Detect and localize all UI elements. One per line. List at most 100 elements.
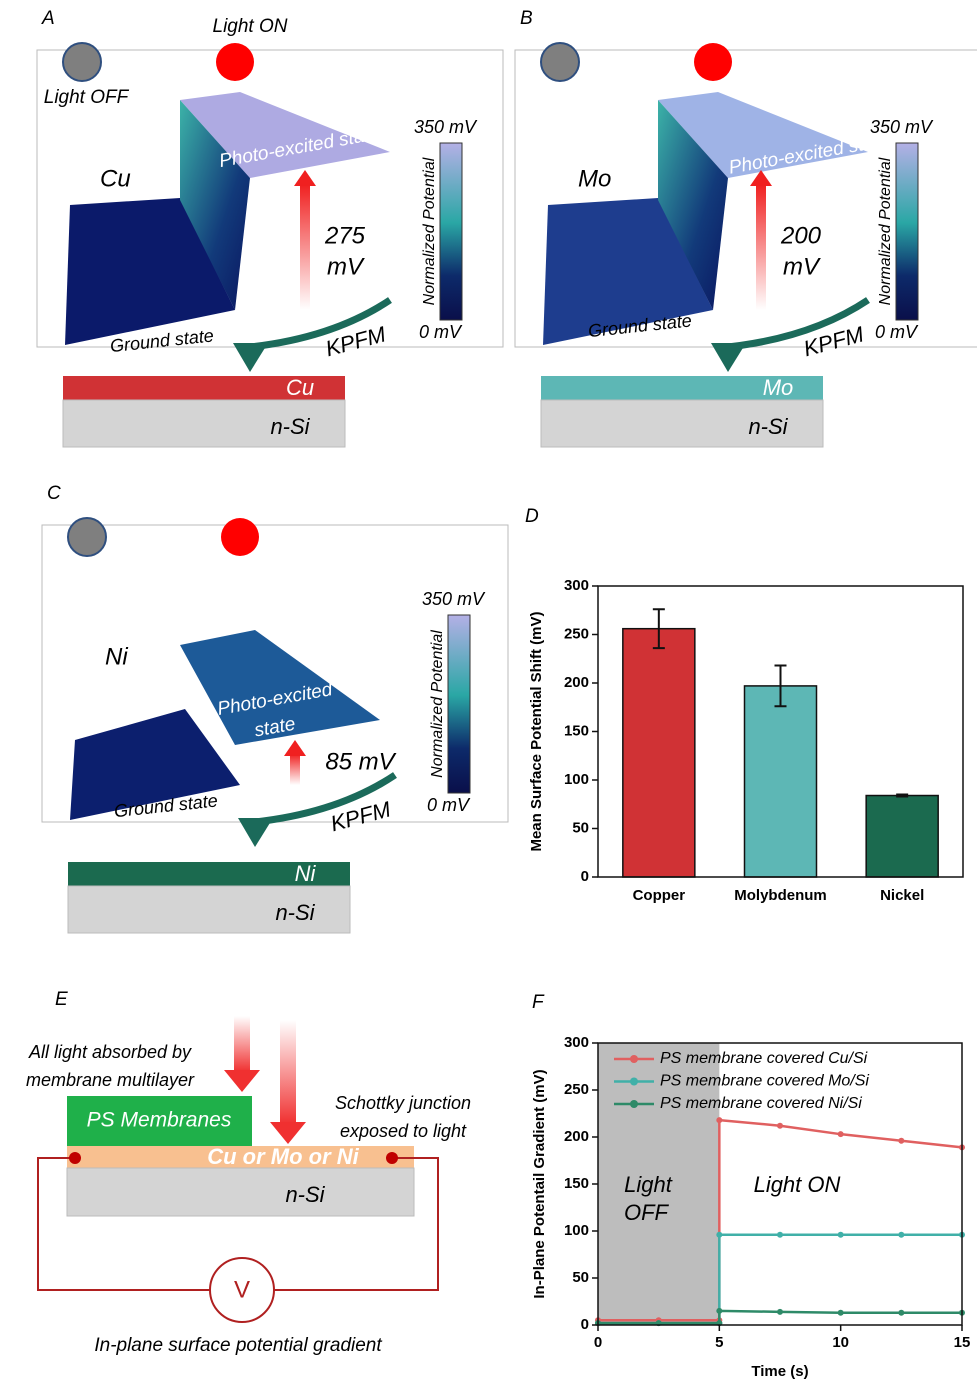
annotation: OFF — [624, 1200, 670, 1225]
legend-label: PS membrane covered Cu/Si — [660, 1050, 868, 1067]
y-tick-label: 200 — [564, 1128, 589, 1145]
y-tick-label: 300 — [564, 577, 589, 594]
light-beam — [280, 1020, 296, 1124]
shift-label: mV — [783, 253, 821, 280]
metal-label: Cu — [100, 165, 131, 192]
panel-label: F — [532, 992, 545, 1013]
substrate-layer — [67, 1168, 414, 1216]
y-tick-label: 100 — [564, 771, 589, 788]
y-tick-label: 100 — [564, 1222, 589, 1239]
colorbar — [896, 143, 918, 320]
x-tick-label: 15 — [954, 1334, 971, 1351]
kpfm-tip — [711, 343, 746, 372]
light-on-dot — [694, 43, 732, 81]
contact — [69, 1152, 81, 1164]
colorbar-title: Normalized Potential — [421, 157, 438, 305]
shift-label: 85 mV — [325, 748, 396, 775]
colorbar-min: 0 mV — [427, 795, 471, 815]
y-tick-label: 200 — [564, 674, 589, 691]
layer-substrate: n-Si — [275, 900, 315, 925]
metal-label: Mo — [578, 165, 611, 192]
colorbar-max: 350 mV — [414, 117, 478, 137]
y-tick-label: 250 — [564, 625, 589, 642]
y-tick-label: 0 — [581, 868, 589, 885]
light-off-dot — [68, 518, 106, 556]
panel-label: E — [55, 989, 68, 1010]
colorbar-title: Normalized Potential — [429, 630, 446, 778]
membrane-label: PS Membranes — [87, 1109, 232, 1132]
data-point — [716, 1117, 722, 1123]
voltmeter-label: V — [234, 1276, 250, 1303]
light-on-dot — [216, 43, 254, 81]
annotation: Light — [624, 1172, 673, 1197]
shift-label: 200 — [780, 222, 822, 249]
panel-label: C — [47, 483, 61, 504]
bar — [623, 629, 695, 877]
x-tick-label: 0 — [594, 1334, 602, 1351]
excitation-arrow — [290, 754, 300, 785]
layer-metal: Cu — [286, 375, 314, 400]
light-beam-head — [270, 1122, 306, 1144]
light-beam — [234, 1016, 250, 1072]
light-beam-head — [224, 1070, 260, 1092]
colorbar-min: 0 mV — [875, 322, 919, 342]
data-point — [838, 1131, 844, 1137]
layer-metal: Mo — [763, 375, 794, 400]
panel-label: B — [520, 8, 533, 29]
metal-layer-label: Cu or Mo or Ni — [207, 1144, 359, 1169]
bar — [866, 796, 938, 877]
colorbar-title: Normalized Potential — [877, 157, 894, 305]
substrate-label: n-Si — [285, 1182, 325, 1207]
y-tick-label: 300 — [564, 1034, 589, 1051]
data-point — [838, 1232, 844, 1238]
y-axis-label: In-Plane Potentail Gradient (mV) — [531, 1069, 548, 1298]
light-on-dot — [221, 518, 259, 556]
x-tick-label: Nickel — [880, 887, 924, 904]
data-point — [898, 1138, 904, 1144]
y-tick-label: 0 — [581, 1316, 589, 1333]
data-point — [777, 1123, 783, 1129]
legend-label: PS membrane covered Ni/Si — [660, 1095, 862, 1112]
x-tick-label: 5 — [715, 1334, 723, 1351]
y-tick-label: 50 — [572, 819, 589, 836]
x-tick-label: Copper — [633, 887, 686, 904]
contact — [386, 1152, 398, 1164]
layer-metal: Ni — [295, 861, 317, 886]
colorbar — [440, 143, 462, 320]
panel-label: D — [525, 506, 539, 527]
y-tick-label: 150 — [564, 1175, 589, 1192]
light-on-label: Light ON — [213, 16, 288, 37]
caption: In-plane surface potential gradient — [94, 1335, 382, 1356]
shift-label: mV — [327, 253, 365, 280]
y-tick-label: 150 — [564, 722, 589, 739]
excitation-arrow — [756, 184, 766, 310]
legend-label: PS membrane covered Mo/Si — [660, 1073, 869, 1090]
legend-marker — [630, 1100, 638, 1108]
colorbar — [448, 615, 470, 793]
excitation-arrow — [300, 184, 310, 310]
colorbar-min: 0 mV — [419, 322, 463, 342]
data-point — [716, 1308, 722, 1314]
kpfm-tip — [238, 818, 273, 847]
colorbar-max: 350 mV — [870, 117, 934, 137]
y-axis-label: Mean Surface Potential Shift (mV) — [528, 611, 545, 851]
data-point — [898, 1310, 904, 1316]
absorbed-label: All light absorbed by — [28, 1042, 192, 1062]
kpfm-panel: CNiPhoto-excitedstate85 mV350 mV0 mVNorm… — [42, 483, 508, 933]
figure: ALight ONLight OFFCuPhoto-excited state2… — [0, 0, 977, 1383]
light-off-label: Light OFF — [44, 87, 130, 108]
y-tick-label: 50 — [572, 1269, 589, 1286]
junction-label: exposed to light — [340, 1121, 467, 1141]
junction-label: Schottky junction — [335, 1093, 471, 1113]
data-point — [777, 1309, 783, 1315]
kpfm-tip — [233, 343, 268, 372]
x-tick-label: Molybdenum — [734, 887, 827, 904]
y-tick-label: 250 — [564, 1081, 589, 1098]
light-off-dot — [541, 43, 579, 81]
legend-marker — [630, 1055, 638, 1063]
data-point — [838, 1310, 844, 1316]
layer-substrate: n-Si — [270, 414, 310, 439]
data-point — [777, 1232, 783, 1238]
kpfm-panel: ALight ONLight OFFCuPhoto-excited state2… — [37, 8, 503, 447]
